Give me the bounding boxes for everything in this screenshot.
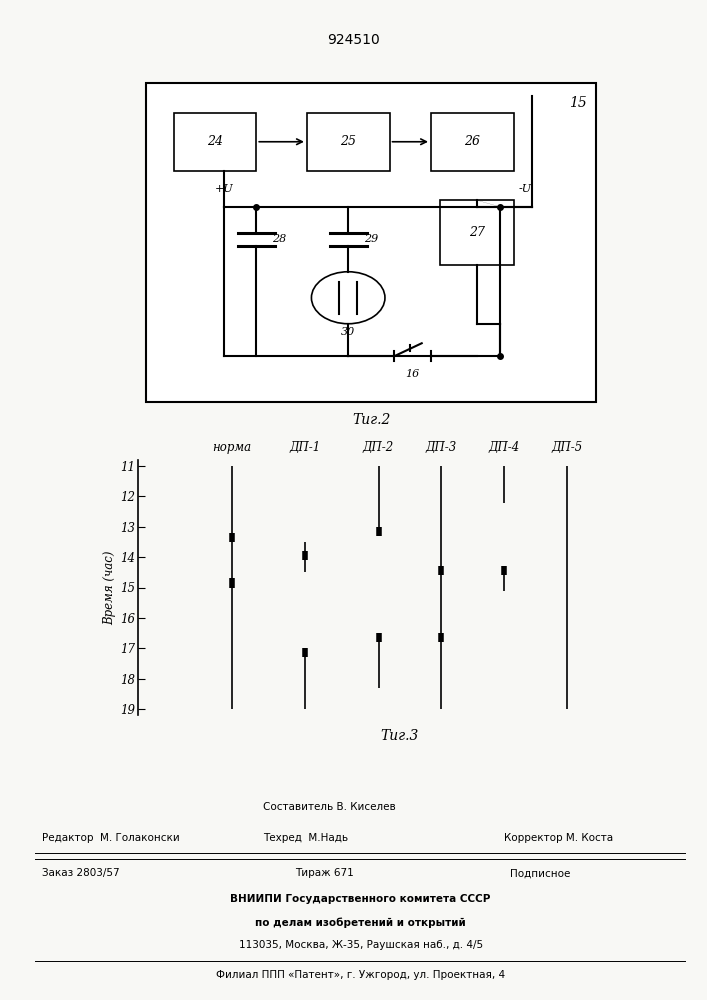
Text: 30: 30 [341, 327, 356, 337]
Text: 26: 26 [464, 135, 480, 148]
Text: 25: 25 [340, 135, 356, 148]
Text: -U: -U [518, 184, 532, 194]
Text: 113035, Москва, Ж-35, Раушская наб., д. 4/5: 113035, Москва, Ж-35, Раушская наб., д. … [238, 940, 483, 950]
Text: Заказ 2803/57: Заказ 2803/57 [42, 868, 119, 878]
Circle shape [312, 272, 385, 324]
Text: ДП-1: ДП-1 [290, 441, 321, 454]
Y-axis label: Время (час): Время (час) [103, 550, 116, 625]
Text: 28: 28 [272, 234, 286, 244]
Text: Составитель В. Киселев: Составитель В. Киселев [263, 802, 396, 812]
Text: Корректор М. Коста: Корректор М. Коста [503, 833, 613, 843]
Text: ДП-4: ДП-4 [489, 441, 520, 454]
Text: 29: 29 [364, 234, 378, 244]
Text: 24: 24 [207, 135, 223, 148]
Text: 27: 27 [469, 226, 485, 239]
Bar [440, 200, 514, 265]
Text: Редактор  М. Голаконски: Редактор М. Голаконски [42, 833, 180, 843]
Text: Тираж 671: Тираж 671 [296, 868, 354, 878]
Bar [174, 112, 257, 171]
Text: ВНИИПИ Государственного комитета СССР: ВНИИПИ Государственного комитета СССР [230, 894, 491, 904]
Text: 15: 15 [569, 96, 587, 110]
Text: 16: 16 [405, 369, 420, 379]
Text: Филиал ППП «Патент», г. Ужгород, ул. Проектная, 4: Филиал ППП «Патент», г. Ужгород, ул. Про… [216, 970, 505, 980]
Text: ДП-2: ДП-2 [363, 441, 395, 454]
Bar [307, 112, 390, 171]
Text: норма: норма [213, 441, 252, 454]
Text: Подписное: Подписное [510, 868, 571, 878]
Text: Τиг.3: Τиг.3 [380, 728, 419, 742]
Text: 924510: 924510 [327, 33, 380, 47]
Bar [431, 112, 514, 171]
Text: +U: +U [215, 184, 234, 194]
Text: по делам изобретений и открытий: по делам изобретений и открытий [255, 917, 466, 928]
Text: Техред  М.Надь: Техред М.Надь [263, 833, 348, 843]
Text: ДП-5: ДП-5 [551, 441, 583, 454]
Text: ДП-3: ДП-3 [426, 441, 457, 454]
Text: Τиг.2: Τиг.2 [352, 413, 390, 427]
